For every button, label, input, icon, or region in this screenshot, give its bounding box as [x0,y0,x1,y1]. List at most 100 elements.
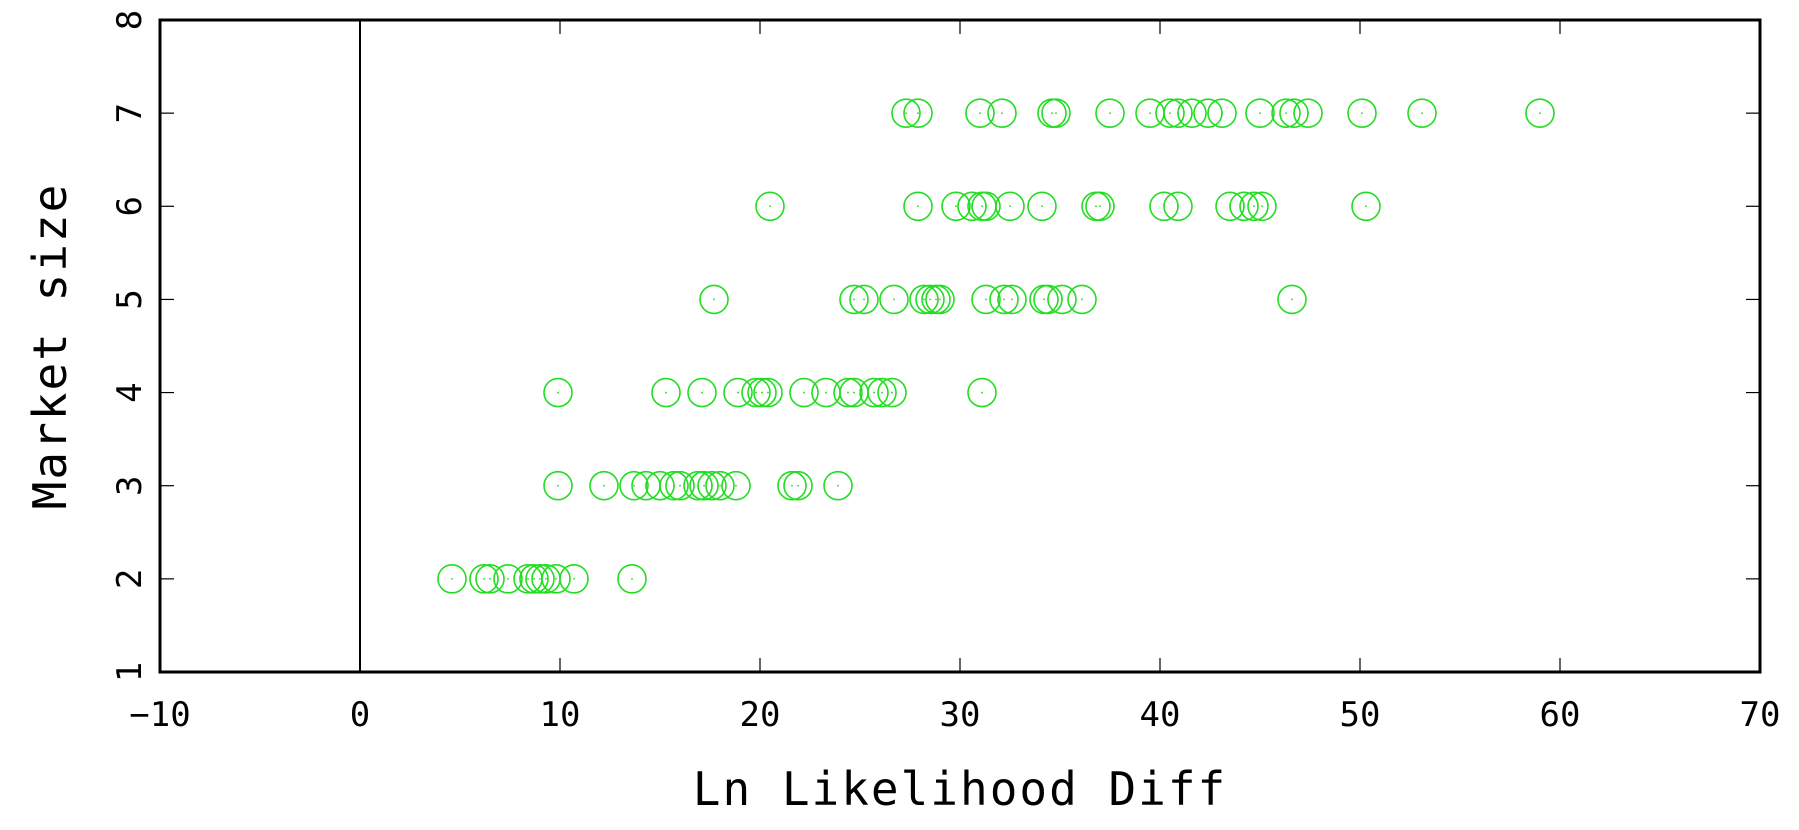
data-point-center [825,391,827,394]
data-point [1155,98,1185,128]
data-point [849,284,879,315]
data-point [1525,98,1555,128]
data-point [823,470,853,501]
y-tick-labels: 1 2 3 4 5 6 7 8 [110,10,150,682]
data-point-center [853,298,855,301]
x-tick-label: 60 [1540,695,1581,735]
data-point-center [893,298,895,301]
data-point-center [1169,112,1171,115]
data-point [699,284,729,315]
data-point-center [981,391,983,394]
data-point [1271,98,1301,128]
x-axis-title: Ln Likelihood Diff [693,762,1228,816]
data-point [971,191,1001,222]
x-tick-label: 0 [350,695,370,735]
data-point-center [891,391,893,394]
y-tick-label: 3 [110,475,150,495]
data-point [903,98,933,128]
data-point [1207,98,1237,128]
data-point-center [863,298,865,301]
data-point [437,564,467,594]
data-point-center [737,391,739,394]
data-point-center [985,298,987,301]
data-point [687,377,717,408]
data-point [619,470,649,501]
data-point [1047,284,1077,315]
y-tick-label: 5 [110,289,150,309]
data-point [541,564,571,594]
data-point [543,470,573,501]
data-point-center [527,577,529,580]
data-point [1277,284,1307,315]
data-point-center [1095,205,1097,208]
data-point [1351,191,1381,222]
data-point-center [665,391,667,394]
data-point-center [853,391,855,394]
data-point-center [1009,205,1011,208]
data-point-center [981,205,983,208]
data-point-center [1261,205,1263,208]
data-point [833,377,863,408]
data-point [589,470,619,501]
data-point [753,377,783,408]
data-point [1239,191,1269,222]
data-point-center [881,391,883,394]
data-point-center [985,205,987,208]
data-point-center [1221,112,1223,115]
data-point [741,377,771,408]
data-point-center [905,112,907,115]
data-point [651,377,681,408]
data-point [559,564,589,594]
data-point [519,564,549,594]
data-point [543,377,573,408]
data-point [859,377,889,408]
data-point [1407,98,1437,128]
data-point-center [1291,298,1293,301]
data-point-center [1259,112,1261,115]
axis-ticks [159,19,1761,673]
data-point-center [735,484,737,487]
data-point [925,284,955,315]
data-point [617,564,647,594]
data-point [1247,191,1277,222]
data-point-center [929,298,931,301]
data-point-center [1177,205,1179,208]
data-point-center [797,484,799,487]
data-point-center [1099,205,1101,208]
data-point-center [539,577,541,580]
data-point [723,377,753,408]
data-point [475,564,505,594]
data-point [469,564,499,594]
data-point-center [603,484,605,487]
x-tick-label: 40 [1140,695,1181,735]
data-point [839,284,869,315]
data-point [659,470,689,501]
data-point-center [533,577,535,580]
data-point-center [955,205,957,208]
data-point-center [557,484,559,487]
y-tick-label: 2 [110,569,150,589]
data-point-center [557,391,559,394]
data-point-center [761,391,763,394]
plot-frame [158,18,1762,674]
data-point [965,98,995,128]
data-point-center [483,577,485,580]
data-point-center [555,577,557,580]
data-point [1041,98,1071,128]
data-point-center [755,391,757,394]
data-point-center [847,391,849,394]
x-tick-label: 70 [1740,695,1781,735]
data-point-center [1041,205,1043,208]
data-point-center [1307,112,1309,115]
data-point-center [507,577,509,580]
data-point-center [573,577,575,580]
data-point [941,191,971,222]
y-tick-label: 6 [110,196,150,216]
data-point-center [1109,112,1111,115]
data-point [697,470,727,501]
data-point-center [769,205,771,208]
data-point-center [1003,298,1005,301]
data-point-center [1081,298,1083,301]
x-tick-label: 20 [740,695,781,735]
